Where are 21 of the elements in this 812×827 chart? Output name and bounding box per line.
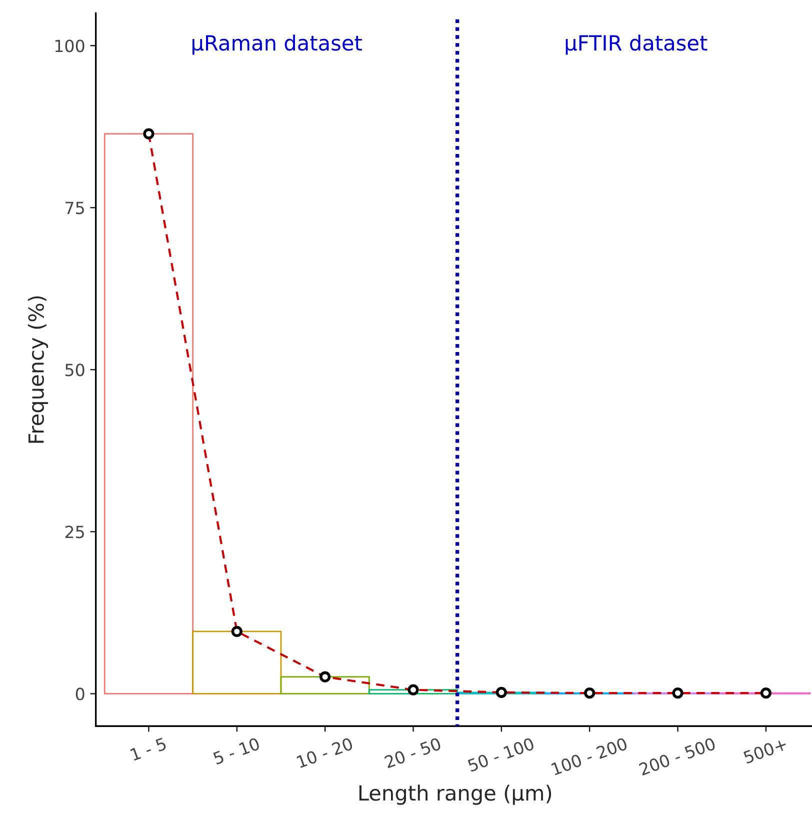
y-axis-title: Frequency (%) — [28, 296, 48, 443]
bar — [192, 630, 282, 694]
x-tick-label: 1 - 5 — [130, 738, 167, 761]
x-tick-label: 10 - 20 — [296, 737, 354, 768]
y-tick-label: 75 — [66, 202, 84, 214]
y-tick-label: 50 — [65, 364, 84, 376]
x-tick-label: 5 - 10 — [212, 737, 260, 765]
y-tick-label: 100 — [55, 40, 84, 52]
bar — [368, 689, 458, 694]
bar — [104, 133, 194, 694]
x-tick-label: 500+ — [742, 737, 788, 764]
x-tick-label: 50 - 100 — [467, 737, 535, 772]
x-tick-label: 200 - 500 — [638, 737, 716, 776]
annotation: µFTIR dataset — [566, 34, 708, 55]
x-axis-title: Length range (µm) — [359, 784, 552, 805]
annotation: µRaman dataset — [192, 34, 362, 55]
x-tick-label: 100 - 200 — [550, 737, 628, 776]
y-tick-label: 25 — [65, 526, 84, 538]
y-tick-label: 0 — [76, 688, 84, 700]
bar — [280, 676, 370, 694]
x-tick-label: 20 - 50 — [384, 737, 442, 768]
